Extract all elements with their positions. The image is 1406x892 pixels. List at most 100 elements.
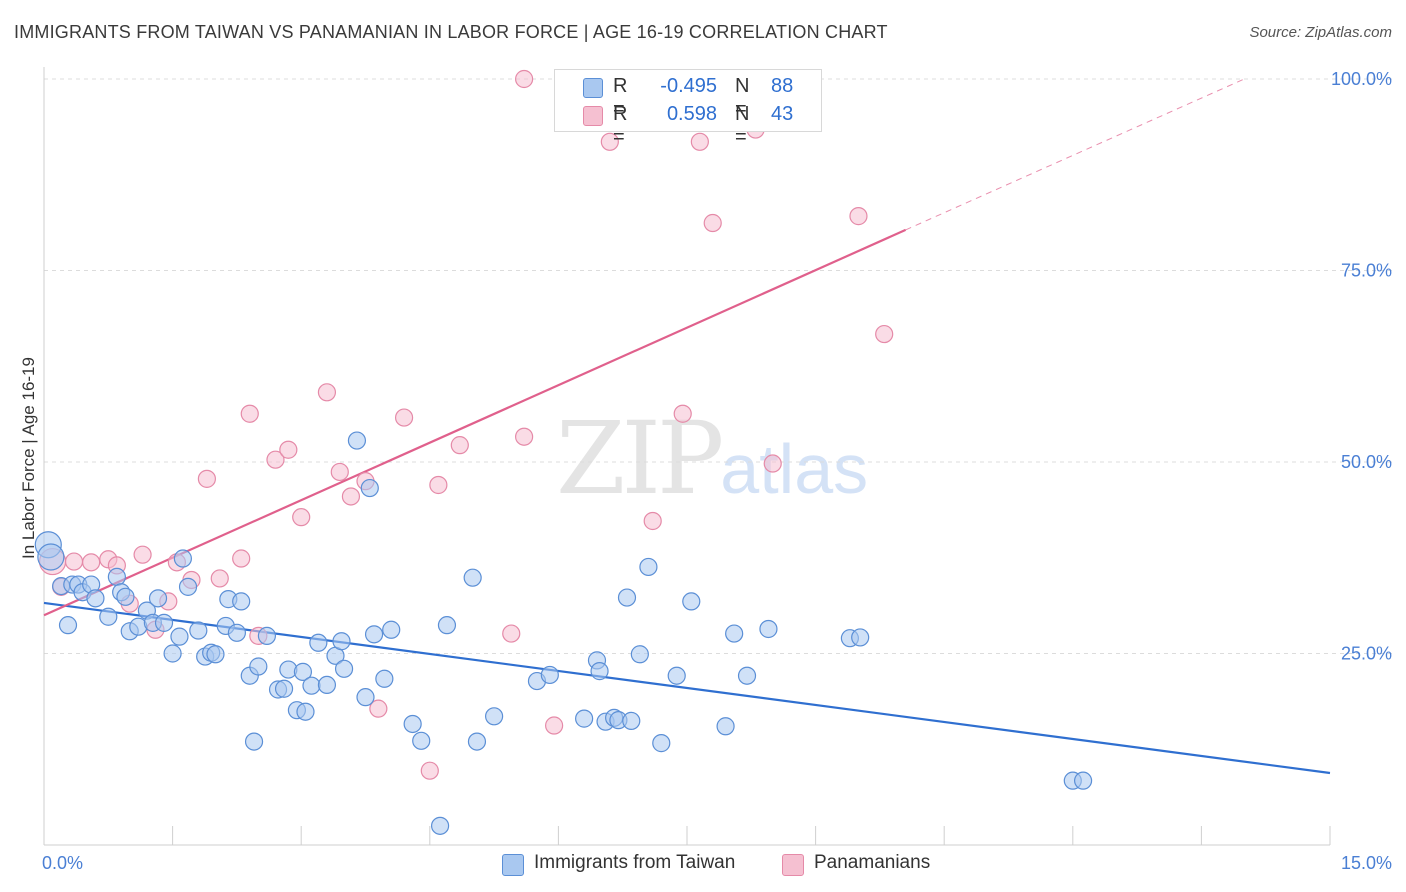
point-panamanian bbox=[330, 462, 349, 482]
point-panamanian bbox=[600, 132, 619, 151]
point-panamanian bbox=[643, 511, 662, 531]
point-taiwan bbox=[437, 616, 457, 635]
point-panamanian bbox=[64, 552, 84, 571]
point-taiwan bbox=[716, 717, 735, 736]
point-taiwan bbox=[667, 666, 686, 685]
point-panamanian bbox=[875, 324, 894, 344]
point-panamanian bbox=[133, 545, 152, 564]
point-taiwan bbox=[293, 662, 313, 681]
point-taiwan bbox=[170, 627, 189, 646]
point-panamanian bbox=[317, 383, 337, 402]
point-taiwan bbox=[244, 732, 264, 751]
legend-n-value: 43 bbox=[771, 103, 794, 125]
point-panamanian bbox=[266, 450, 285, 469]
point-panamanian bbox=[515, 427, 534, 446]
point-taiwan bbox=[485, 707, 504, 726]
legend-swatch-panamanian bbox=[583, 106, 603, 126]
point-panamanian bbox=[429, 475, 448, 495]
point-panamanian bbox=[341, 487, 361, 506]
point-taiwan bbox=[759, 619, 778, 639]
point-taiwan bbox=[737, 666, 757, 685]
point-taiwan bbox=[302, 676, 321, 695]
point-taiwan bbox=[364, 625, 384, 644]
point-taiwan bbox=[360, 478, 379, 498]
point-taiwan bbox=[332, 632, 351, 651]
point-taiwan bbox=[148, 589, 168, 608]
point-taiwan bbox=[467, 732, 487, 751]
point-panamanian bbox=[703, 213, 722, 233]
point-taiwan bbox=[107, 567, 126, 587]
point-panamanian bbox=[82, 553, 101, 572]
point-taiwan bbox=[382, 620, 401, 639]
legend-label-taiwan: Immigrants from Taiwan bbox=[534, 852, 736, 873]
watermark: ZIPatlas bbox=[556, 400, 868, 517]
point-taiwan bbox=[257, 626, 277, 645]
y-axis-label: In Labor Force | Age 16-19 bbox=[19, 357, 38, 559]
point-panamanian bbox=[673, 404, 692, 423]
point-taiwan bbox=[334, 659, 354, 678]
legend-r-value: -0.495 bbox=[660, 75, 717, 97]
point-taiwan bbox=[99, 607, 118, 626]
point-panamanian bbox=[240, 404, 259, 423]
point-taiwan bbox=[206, 645, 225, 664]
correlation-legend: R = -0.495 N = 88 R = 0.598 N = 43 bbox=[554, 69, 822, 148]
chart-title: IMMIGRANTS FROM TAIWAN VS PANAMANIAN IN … bbox=[14, 22, 888, 42]
point-taiwan bbox=[309, 633, 328, 652]
watermark-zip: ZIP bbox=[556, 400, 724, 517]
point-taiwan bbox=[37, 543, 65, 571]
point-taiwan bbox=[347, 431, 367, 450]
point-taiwan bbox=[412, 731, 431, 750]
legend-r-label: R = bbox=[613, 75, 628, 120]
y-tick-label: 75.0% bbox=[1341, 261, 1392, 281]
point-panamanian bbox=[232, 549, 251, 568]
legend-r-label: R = bbox=[613, 103, 628, 148]
point-taiwan bbox=[58, 616, 78, 635]
point-panamanian bbox=[197, 469, 216, 488]
legend-label-panamanian: Panamanians bbox=[814, 852, 931, 873]
source-credit: Source: ZipAtlas.com bbox=[1249, 24, 1392, 41]
watermark-atlas: atlas bbox=[720, 430, 869, 508]
point-taiwan bbox=[163, 644, 182, 663]
legend-n-label: N = bbox=[735, 103, 750, 148]
point-taiwan bbox=[317, 675, 337, 695]
point-panamanian bbox=[502, 624, 521, 643]
point-taiwan bbox=[630, 645, 649, 664]
axes bbox=[43, 67, 1331, 846]
point-taiwan bbox=[540, 665, 559, 685]
point-taiwan bbox=[116, 587, 135, 606]
point-taiwan bbox=[189, 621, 208, 640]
point-taiwan bbox=[430, 816, 450, 835]
point-taiwan bbox=[178, 577, 198, 596]
tick-labels: 25.0% 50.0% 75.0% 100.0% 0.0% 15.0% In Labor F… bbox=[19, 69, 1392, 873]
point-panamanian bbox=[394, 408, 414, 427]
point-taiwan bbox=[622, 711, 641, 731]
y-tick-label: 100.0% bbox=[1331, 69, 1392, 89]
point-taiwan bbox=[575, 709, 594, 728]
point-taiwan bbox=[590, 662, 609, 681]
point-taiwan bbox=[173, 549, 192, 568]
trend-lines bbox=[43, 78, 1331, 775]
legend-n-label: N = bbox=[735, 75, 750, 120]
point-panamanian bbox=[420, 761, 439, 780]
point-taiwan bbox=[639, 557, 658, 577]
point-panamanian bbox=[279, 440, 298, 459]
point-panamanian bbox=[849, 207, 868, 226]
legend-swatch-taiwan bbox=[583, 78, 603, 98]
trend-line-panamanian-extension bbox=[905, 78, 1245, 231]
data-points bbox=[34, 69, 1093, 835]
point-panamanian bbox=[545, 716, 564, 735]
point-taiwan bbox=[274, 679, 294, 698]
point-taiwan bbox=[617, 588, 637, 607]
point-taiwan bbox=[249, 657, 268, 676]
legend-swatch-panamanian bbox=[782, 854, 804, 876]
legend-r-value: 0.598 bbox=[666, 103, 717, 125]
legend-swatch-taiwan bbox=[502, 854, 524, 876]
point-panamanian bbox=[690, 132, 709, 151]
point-taiwan bbox=[227, 623, 246, 642]
point-taiwan bbox=[375, 669, 394, 688]
point-taiwan bbox=[86, 589, 105, 608]
point-taiwan bbox=[725, 624, 744, 643]
point-taiwan bbox=[463, 568, 482, 587]
x-tick-label: 0.0% bbox=[42, 853, 83, 873]
